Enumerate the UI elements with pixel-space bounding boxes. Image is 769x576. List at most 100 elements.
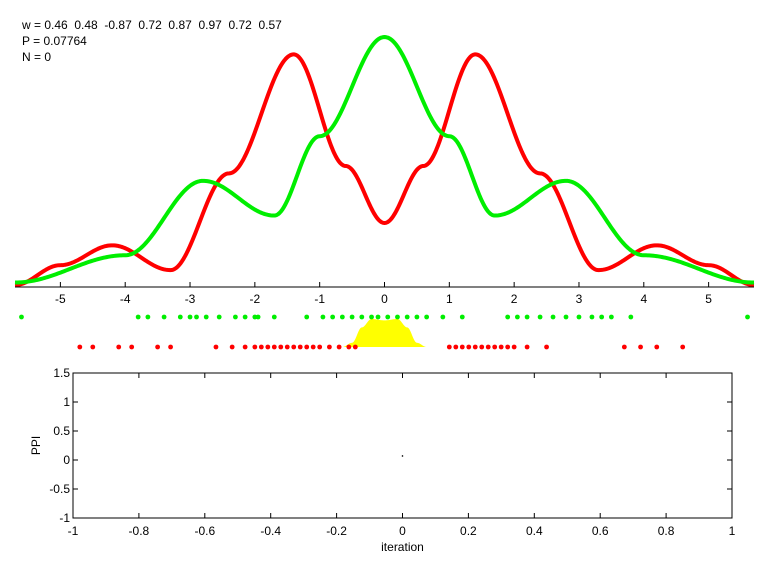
sample-dot — [320, 314, 326, 320]
sample-dot — [242, 344, 248, 350]
sample-dot — [654, 344, 660, 350]
weights-readout: w = 0.46 0.48 -0.87 0.72 0.87 0.97 0.72 … — [22, 18, 282, 32]
x-tick-label: 0.4 — [526, 524, 543, 538]
sample-dot — [505, 314, 511, 320]
x-tick-label: -5 — [55, 292, 66, 306]
sample-dot — [304, 314, 310, 320]
sample-dot — [440, 314, 446, 320]
sample-dot — [336, 344, 342, 350]
sample-dot — [608, 314, 614, 320]
x-tick-label: 0 — [381, 292, 388, 306]
sample-dot — [459, 344, 465, 350]
sample-dot — [145, 314, 151, 320]
density-area-layer — [342, 319, 427, 347]
sample-dot — [90, 344, 96, 350]
sample-dot — [258, 344, 264, 350]
sample-dot — [563, 314, 569, 320]
x-tick-label: 3 — [576, 292, 583, 306]
sample-dot — [511, 344, 517, 350]
sample-dot — [514, 314, 520, 320]
plot-frame — [72, 372, 733, 519]
sample-dot — [395, 314, 400, 320]
sample-dot — [524, 314, 530, 320]
x-tick-label: 4 — [640, 292, 647, 306]
x-tick-label: 0.2 — [460, 524, 477, 538]
probability-readout: P = 0.07764 — [22, 34, 87, 48]
sample-dot — [424, 314, 430, 320]
sample-dot — [116, 344, 122, 350]
sample-dot — [297, 344, 303, 350]
y-tick-label: 0.5 — [53, 424, 70, 438]
sample-dot — [352, 344, 358, 350]
sample-dot — [77, 344, 83, 350]
sample-dot — [135, 314, 141, 320]
sample-dot — [466, 344, 472, 350]
sample-dot — [330, 314, 336, 320]
sample-dot — [414, 314, 420, 320]
sample-dot — [404, 314, 410, 320]
sample-dot — [745, 314, 750, 320]
sample-dot — [317, 344, 323, 350]
sample-dot — [265, 344, 271, 350]
y-tick-label: -1 — [59, 511, 70, 525]
x-tick-label: 2 — [511, 292, 518, 306]
sample-dot — [537, 314, 543, 320]
sample-dot — [369, 314, 374, 320]
sample-dot — [472, 344, 478, 350]
sample-dot — [459, 314, 465, 320]
ppi-plot: -1 -0.8 -0.6 -0.4 -0.2 0 0.2 0.4 0.6 0.8 1 -1 -0.5 0 0… — [29, 366, 736, 554]
y-tick-label: 1.5 — [53, 366, 70, 380]
sample-dot — [161, 314, 167, 320]
sample-dot — [446, 344, 452, 350]
axis-ticks: -1 -0.8 -0.6 -0.4 -0.2 0 0.2 0.4 0.6 0.8 1 -1 -0.5 0 0… — [49, 366, 735, 538]
sample-dot — [177, 314, 183, 320]
sample-dot — [233, 314, 238, 320]
sample-dot — [310, 344, 316, 350]
sample-dot — [155, 344, 161, 350]
sample-dot — [271, 344, 277, 350]
x-tick-label: -1 — [314, 292, 325, 306]
y-tick-label: 1 — [63, 395, 70, 409]
sample-dots-layer — [19, 314, 750, 350]
x-tick-label: -3 — [185, 292, 196, 306]
x-tick-label: 1 — [446, 292, 453, 306]
x-tick-label: 0.6 — [592, 524, 609, 538]
y-tick-label: -0.5 — [49, 482, 70, 496]
sample-dot — [255, 314, 261, 320]
x-tick-label: 1 — [729, 524, 736, 538]
sample-dot — [278, 344, 284, 350]
curve-series-2 — [14, 35, 755, 285]
sample-dot — [203, 314, 209, 320]
iteration-count-readout: N = 0 — [22, 50, 52, 64]
sample-dot — [544, 344, 549, 350]
x-tick-label: 0.8 — [658, 524, 675, 538]
sample-dot — [550, 314, 556, 320]
sample-dot — [271, 314, 277, 320]
x-tick-label: 0 — [399, 524, 406, 538]
sample-dot — [385, 314, 391, 320]
sample-dot — [589, 314, 595, 320]
sample-dot — [194, 314, 199, 320]
x-tick-label: -0.8 — [129, 524, 150, 538]
sample-dot — [359, 314, 365, 320]
sample-dot — [524, 344, 530, 350]
sample-dot — [628, 314, 634, 320]
sample-dot — [291, 344, 297, 350]
sample-dot — [129, 344, 135, 350]
sample-dot — [327, 344, 332, 350]
sample-dot — [187, 314, 193, 320]
sample-dot — [213, 344, 219, 350]
sample-dot — [19, 314, 24, 320]
data-point — [401, 455, 404, 457]
sample-dot — [349, 314, 355, 320]
x-tick-label: 5 — [705, 292, 712, 306]
points-layer — [401, 455, 404, 457]
x-tick-label: -0.6 — [194, 524, 215, 538]
density-plot: -5 -4 -3 -2 -1 0 1 2 3 4 5 — [14, 35, 755, 350]
sample-dot — [339, 314, 345, 320]
curve-series-1 — [14, 52, 755, 287]
sample-dot — [284, 344, 290, 350]
sample-dot — [479, 344, 485, 350]
sample-dot — [216, 314, 222, 320]
